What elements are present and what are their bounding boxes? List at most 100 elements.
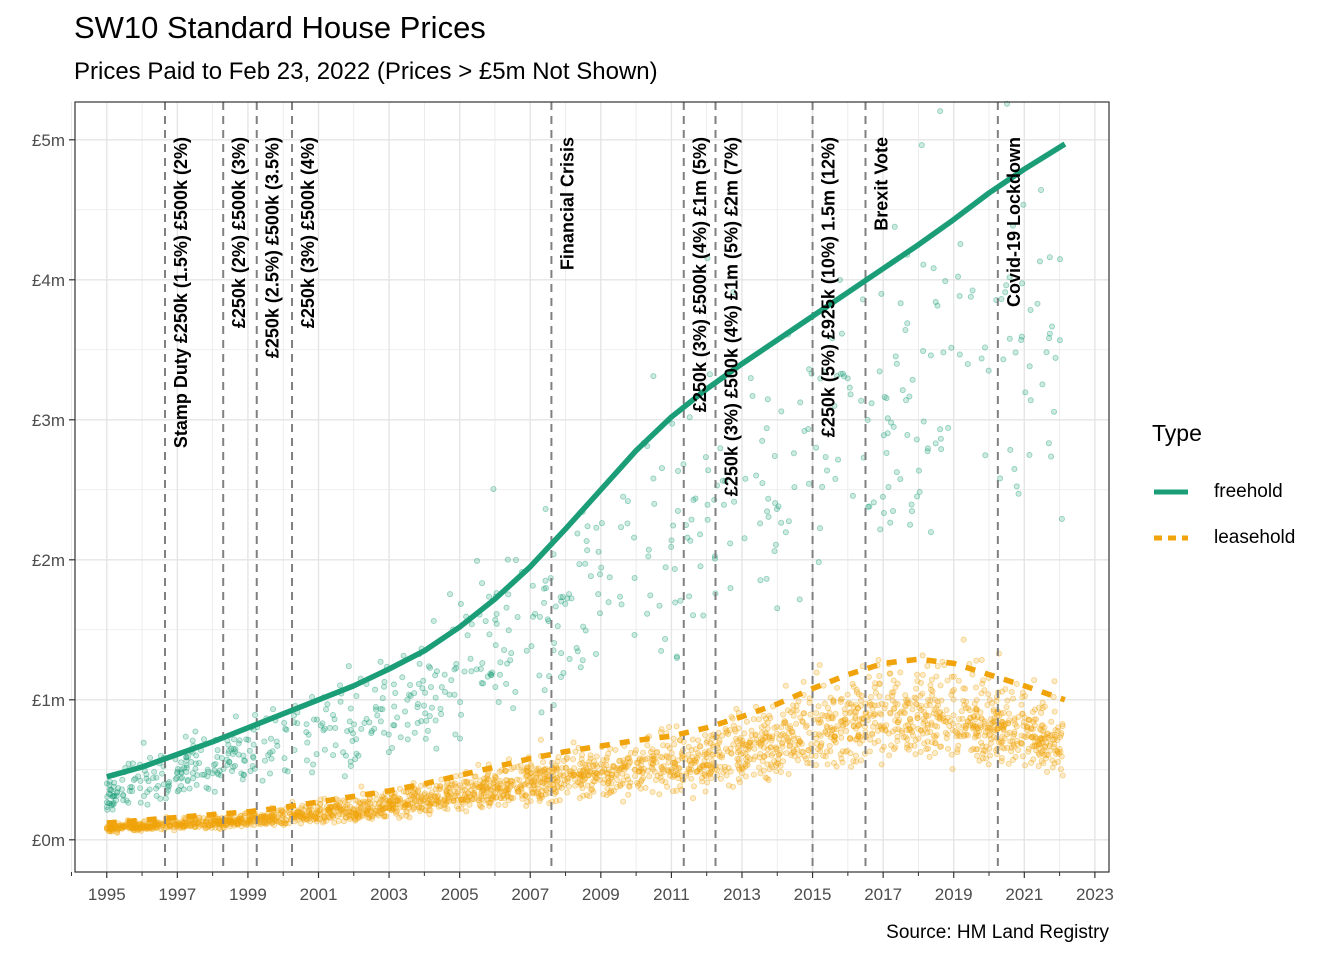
leasehold-point [999,718,1006,725]
leasehold-point [613,783,620,790]
freehold-point [390,722,397,729]
leasehold-point [920,715,927,722]
leasehold-point [649,756,656,763]
leasehold-point [152,822,159,829]
leasehold-point [907,700,914,707]
freehold-point [1052,354,1059,361]
leasehold-point [822,729,829,736]
leasehold-point [1009,756,1016,763]
leasehold-point [594,775,601,782]
leasehold-point [397,804,404,811]
leasehold-point [875,738,882,745]
leasehold-point [716,737,723,744]
leasehold-point [524,768,531,775]
leasehold-point [1038,735,1045,742]
leasehold-point [1049,764,1056,771]
freehold-point [552,603,559,610]
leasehold-point [999,724,1006,731]
leasehold-point [194,820,201,827]
leasehold-point [418,782,425,789]
leasehold-point [238,815,245,822]
freehold-point [482,618,489,625]
leasehold-point [556,784,563,791]
leasehold-point [688,746,695,753]
freehold-point [486,593,493,600]
leasehold-point [527,798,534,805]
leasehold-point [670,755,677,762]
leasehold-point [897,669,904,676]
leasehold-point [560,758,567,765]
leasehold-point [677,783,684,790]
freehold-point [593,524,600,531]
leasehold-point [428,791,435,798]
leasehold-point [668,768,675,775]
leasehold-point [850,723,857,730]
leasehold-point [985,761,992,768]
leasehold-point [934,714,941,721]
leasehold-point [248,814,255,821]
freehold-point [675,467,682,474]
leasehold-point [857,702,864,709]
freehold-point [337,682,344,689]
freehold-point [332,725,339,732]
freehold-point [662,636,669,643]
leasehold-point [828,731,835,738]
leasehold-point [777,749,784,756]
freehold-point [151,768,158,775]
leasehold-point [1001,745,1008,752]
leasehold-point [665,723,672,730]
leasehold-point [321,814,328,821]
leasehold-point [876,672,883,679]
x-tick-label: 2005 [441,885,479,904]
leasehold-point [972,723,979,730]
leasehold-point [701,749,708,756]
leasehold-point [837,696,844,703]
leasehold-point [294,809,301,816]
leasehold-point [190,821,197,828]
freehold-point [651,500,658,507]
freehold-point [806,366,813,373]
leasehold-point [461,793,468,800]
leasehold-point [917,748,924,755]
leasehold-point [758,724,765,731]
leasehold-point [904,721,911,728]
leasehold-point [852,701,859,708]
leasehold-point [464,797,471,804]
freehold-point [948,344,955,351]
leasehold-point [494,782,501,789]
leasehold-point [577,772,584,779]
leasehold-point [594,770,601,777]
freehold-point [824,467,831,474]
freehold-point [231,736,238,743]
leasehold-point [820,752,827,759]
freehold-point [705,467,712,474]
y-tick-label: £1m [32,691,65,710]
leasehold-point [1001,735,1008,742]
leasehold-point [796,738,803,745]
leasehold-point [847,700,854,707]
leasehold-point [109,825,116,832]
freehold-point [310,761,317,768]
leasehold-point [421,796,428,803]
leasehold-point [826,742,833,749]
freehold-point [595,591,602,598]
freehold-point [341,773,348,780]
leasehold-point [187,823,194,830]
leasehold-point [536,795,543,802]
leasehold-point [139,823,146,830]
leasehold-point [837,718,844,725]
leasehold-point [798,740,805,747]
freehold-point [1015,490,1022,497]
leasehold-point [806,695,813,702]
leasehold-point [667,772,674,779]
leasehold-point [363,809,370,816]
leasehold-point [344,801,351,808]
freehold-point [282,725,289,732]
freehold-point [797,399,804,406]
leasehold-point [601,776,608,783]
leasehold-point [971,723,978,730]
leasehold-point [999,744,1006,751]
leasehold-point [727,768,734,775]
leasehold-point [760,736,767,743]
leasehold-point [734,749,741,756]
